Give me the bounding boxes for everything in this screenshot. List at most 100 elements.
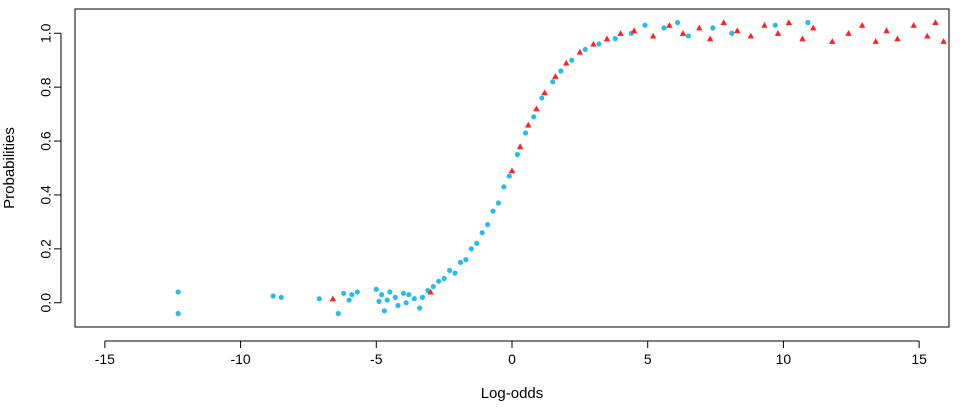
data-point-circle xyxy=(379,292,385,298)
data-point-circle xyxy=(335,310,341,317)
data-point-triangle xyxy=(666,21,673,28)
x-tick-label: -10 xyxy=(230,351,250,367)
data-point-circle xyxy=(484,221,491,228)
x-tick-label: -15 xyxy=(95,351,115,367)
data-point-triangle xyxy=(563,59,570,66)
data-point-circle xyxy=(772,22,778,28)
data-point-triangle xyxy=(679,30,687,36)
data-point-triangle xyxy=(649,32,657,39)
data-point-circle xyxy=(612,36,618,42)
data-point-circle xyxy=(417,305,423,311)
data-point-circle xyxy=(479,230,485,236)
data-point-circle xyxy=(501,184,507,190)
data-point-triangle xyxy=(516,143,524,150)
data-point-triangle xyxy=(761,21,768,28)
data-point-triangle xyxy=(910,21,917,28)
data-point-circle xyxy=(452,270,458,276)
data-point-triangle xyxy=(747,32,755,39)
data-point-triangle xyxy=(932,19,939,26)
data-point-triangle xyxy=(603,35,611,42)
data-point-triangle xyxy=(872,38,879,44)
data-point-circle xyxy=(436,278,442,284)
data-point-circle xyxy=(419,294,426,300)
y-tick-label: 1.0 xyxy=(38,23,54,43)
data-point-circle xyxy=(354,289,360,295)
data-point-triangle xyxy=(845,30,852,36)
x-tick-label: 15 xyxy=(911,351,927,367)
x-axis-label: Log-odds xyxy=(481,385,544,402)
data-point-triangle xyxy=(541,89,548,96)
x-tick-label: 5 xyxy=(644,351,652,367)
data-point-triangle xyxy=(774,30,782,36)
data-point-circle xyxy=(596,41,602,47)
data-point-circle xyxy=(490,208,496,214)
y-tick-label: 0.0 xyxy=(38,293,54,313)
data-point-circle xyxy=(531,114,537,120)
data-point-triangle xyxy=(590,40,597,47)
data-point-triangle xyxy=(940,38,947,44)
y-axis: 0.0 0.2 0.4 0.6 0.8 1.0 xyxy=(38,23,62,313)
data-point-circle xyxy=(457,259,464,265)
data-point-circle xyxy=(400,290,407,296)
data-point-triangle xyxy=(525,121,532,128)
data-point-circle xyxy=(661,25,667,31)
data-point-circle xyxy=(463,257,469,263)
data-point-circle xyxy=(558,68,564,74)
data-point-circle xyxy=(514,151,521,158)
data-point-triangle xyxy=(734,27,741,34)
data-point-triangle xyxy=(720,19,727,26)
data-point-triangle xyxy=(576,48,584,55)
x-tick-label: -5 xyxy=(370,351,383,367)
data-point-triangle xyxy=(810,24,817,31)
data-point-circle xyxy=(395,302,401,309)
data-point-circle xyxy=(349,292,355,298)
data-point-circle xyxy=(430,283,436,290)
data-point-triangle xyxy=(706,35,714,42)
data-point-circle xyxy=(468,246,474,252)
data-point-triangle xyxy=(508,167,516,174)
data-point-circle xyxy=(346,297,352,303)
data-point-triangle xyxy=(552,73,559,79)
data-point-circle xyxy=(403,300,409,306)
data-point-circle xyxy=(446,267,453,274)
data-point-triangle xyxy=(799,35,806,42)
data-point-circle xyxy=(381,308,388,314)
data-point-circle xyxy=(341,290,347,296)
y-tick-label: 0.8 xyxy=(38,77,54,97)
data-point-circle xyxy=(539,95,545,101)
data-point-circle xyxy=(642,22,648,28)
data-point-circle xyxy=(406,292,412,298)
x-tick-label: 0 xyxy=(508,351,516,367)
x-axis: -15 -10 -5 0 5 10 15 xyxy=(95,340,927,367)
plot-frame xyxy=(74,8,950,328)
data-point-triangle xyxy=(630,27,638,34)
data-point-circle xyxy=(441,275,447,282)
y-tick-label: 0.2 xyxy=(38,239,54,259)
data-point-circle xyxy=(387,289,393,295)
data-point-circle xyxy=(175,289,181,295)
x-tick-label: 10 xyxy=(776,351,792,367)
data-point-circle xyxy=(376,298,382,304)
data-point-triangle xyxy=(696,24,703,31)
data-point-circle xyxy=(411,296,417,302)
data-point-triangle xyxy=(533,105,540,112)
data-point-circle xyxy=(569,57,575,63)
data-point-circle xyxy=(270,293,276,299)
data-point-circle xyxy=(373,286,379,292)
data-point-circle xyxy=(495,200,502,206)
data-point-triangle xyxy=(785,19,793,26)
data-point-circle xyxy=(384,297,390,303)
data-point-circle xyxy=(582,46,588,53)
data-point-circle xyxy=(710,25,716,31)
data-point-triangle xyxy=(858,21,866,28)
data-point-triangle xyxy=(427,288,434,295)
data-point-triangle xyxy=(894,35,901,42)
data-point-circle xyxy=(474,240,480,247)
data-point-triangle xyxy=(329,295,337,302)
data-point-circle xyxy=(550,79,556,85)
data-point-triangle xyxy=(883,27,890,34)
y-tick-label: 0.6 xyxy=(38,131,54,151)
data-point-circle xyxy=(278,294,284,300)
data-point-circle xyxy=(805,19,811,26)
